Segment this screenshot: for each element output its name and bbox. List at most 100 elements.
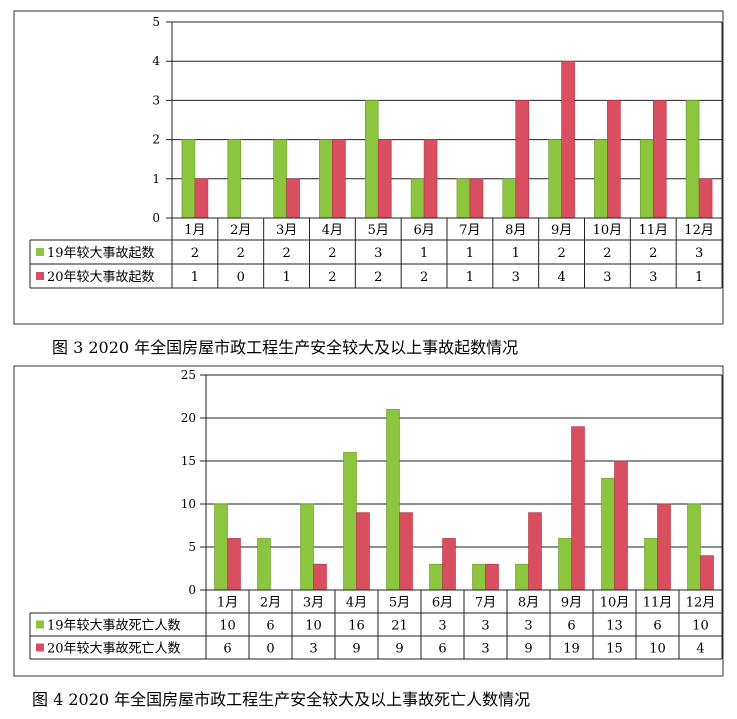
data-value-label: 3 <box>374 246 382 261</box>
category-label: 2月 <box>230 223 251 238</box>
bar-series2-10 <box>607 100 621 219</box>
category-label: 10月 <box>593 223 623 238</box>
bar-series2-8 <box>515 100 530 219</box>
bar-series2-5 <box>377 139 392 219</box>
y-tick-label: 5 <box>188 540 196 554</box>
category-label: 5月 <box>389 596 410 611</box>
data-value-label: 10 <box>305 619 322 634</box>
bar-series1-7 <box>456 178 471 219</box>
bar-series1-3 <box>273 139 287 219</box>
data-value-label: 2 <box>328 270 336 285</box>
data-value-label: 2 <box>557 246 565 261</box>
bar-series1-4 <box>343 452 357 591</box>
chart-death-count: 0 5 10 15 20 25 1月 2月 3月 4月 5月 6月 7月 8月 9月 10月 11月 12月 19年… <box>13 365 724 677</box>
chart-accident-count: 0 1 2 3 4 5 1月 2月 3月 4月 5月 6月 7月 8月 9月 10月 11月 12月 19年较大事故… <box>13 10 724 325</box>
data-value-label: 0 <box>237 270 245 285</box>
y-tick-label: 3 <box>152 93 160 107</box>
bar-series2-6 <box>442 538 456 591</box>
data-value-label: 4 <box>557 270 565 285</box>
data-value-label: 2 <box>191 246 199 261</box>
category-label: 3月 <box>276 223 297 238</box>
bar-series1-12 <box>685 100 700 219</box>
y-tick-label: 25 <box>181 368 196 382</box>
data-value-label: 16 <box>348 619 365 634</box>
data-value-label: 6 <box>653 619 661 634</box>
data-value-label: 3 <box>649 270 657 285</box>
bar-series2-3 <box>286 178 300 219</box>
category-label: 7月 <box>459 223 480 238</box>
data-value-label: 6 <box>567 619 575 634</box>
data-value-label: 2 <box>649 246 657 261</box>
category-label: 9月 <box>551 223 572 238</box>
bar-series1-3 <box>300 503 314 591</box>
data-value-label: 10 <box>649 642 666 657</box>
data-value-label: 6 <box>223 642 231 657</box>
bar-series1-7 <box>472 563 486 591</box>
category-label: 4月 <box>322 223 343 238</box>
bar-series2-11 <box>652 100 667 219</box>
data-value-label: 10 <box>692 619 709 634</box>
bar-series2-11 <box>657 503 671 591</box>
bar-series1-2 <box>227 139 242 219</box>
bar-series2-10 <box>614 460 628 591</box>
data-value-label: 6 <box>266 619 274 634</box>
bar-series2-7 <box>469 178 484 219</box>
bar-series1-4 <box>319 139 333 219</box>
data-value-label: 1 <box>466 246 474 261</box>
data-value-label: 1 <box>191 270 199 285</box>
bar-series2-1 <box>194 178 209 219</box>
data-value-label: 3 <box>695 246 703 261</box>
figure-4-caption: 图 4 2020 年全国房屋市政工程生产安全较大及以上事故死亡人数情况 <box>32 690 531 709</box>
bar-series1-8 <box>515 563 529 591</box>
series-name-2: 20年较大事故死亡人数 <box>47 642 181 657</box>
category-label: 10月 <box>600 596 630 611</box>
data-value-label: 1 <box>420 246 428 261</box>
data-value-label: 3 <box>481 642 489 657</box>
y-tick-label: 4 <box>152 54 160 68</box>
data-value-label: 10 <box>219 619 236 634</box>
bar-series1-11 <box>639 139 654 219</box>
data-value-label: 1 <box>512 246 520 261</box>
bar-series2-9 <box>561 60 575 219</box>
data-value-label: 9 <box>524 642 532 657</box>
bar-series1-1 <box>181 139 196 219</box>
y-tick-label: 1 <box>152 172 160 186</box>
legend-swatch-1 <box>36 620 44 629</box>
category-label: 12月 <box>686 596 716 611</box>
data-value-label: 3 <box>603 270 611 285</box>
data-value-label: 3 <box>512 270 520 285</box>
y-tick-label: 0 <box>152 211 160 225</box>
bar-series2-1 <box>227 538 241 591</box>
y-tick-label: 20 <box>181 411 196 425</box>
bar-series1-9 <box>558 538 572 591</box>
bar-series2-6 <box>423 139 438 219</box>
category-label: 2月 <box>260 596 281 611</box>
data-value-label: 2 <box>282 246 290 261</box>
bar-series2-8 <box>528 512 542 591</box>
bar-series2-4 <box>332 139 346 219</box>
bar-series1-1 <box>214 503 228 591</box>
category-label: 9月 <box>561 596 582 611</box>
category-label: 6月 <box>432 596 453 611</box>
category-label: 7月 <box>475 596 496 611</box>
bar-series2-5 <box>399 512 413 591</box>
bar-series1-10 <box>594 139 608 219</box>
y-tick-label: 2 <box>152 133 160 147</box>
bar-series2-12 <box>700 555 714 591</box>
data-value-label: 0 <box>266 642 274 657</box>
bar-series2-4 <box>356 512 370 591</box>
data-value-label: 13 <box>606 619 623 634</box>
figure-3-caption: 图 3 2020 年全国房屋市政工程生产安全较大及以上事故起数情况 <box>52 338 519 357</box>
data-value-label: 1 <box>466 270 474 285</box>
data-value-label: 2 <box>328 246 336 261</box>
y-tick-label: 10 <box>181 497 196 511</box>
bar-series1-6 <box>429 563 443 591</box>
category-label: 12月 <box>684 223 714 238</box>
bar-series1-5 <box>386 409 400 591</box>
data-value-label: 9 <box>352 642 360 657</box>
data-value-label: 3 <box>524 619 532 634</box>
data-value-label: 2 <box>237 246 245 261</box>
data-value-label: 21 <box>391 619 408 634</box>
data-value-label: 15 <box>606 642 623 657</box>
